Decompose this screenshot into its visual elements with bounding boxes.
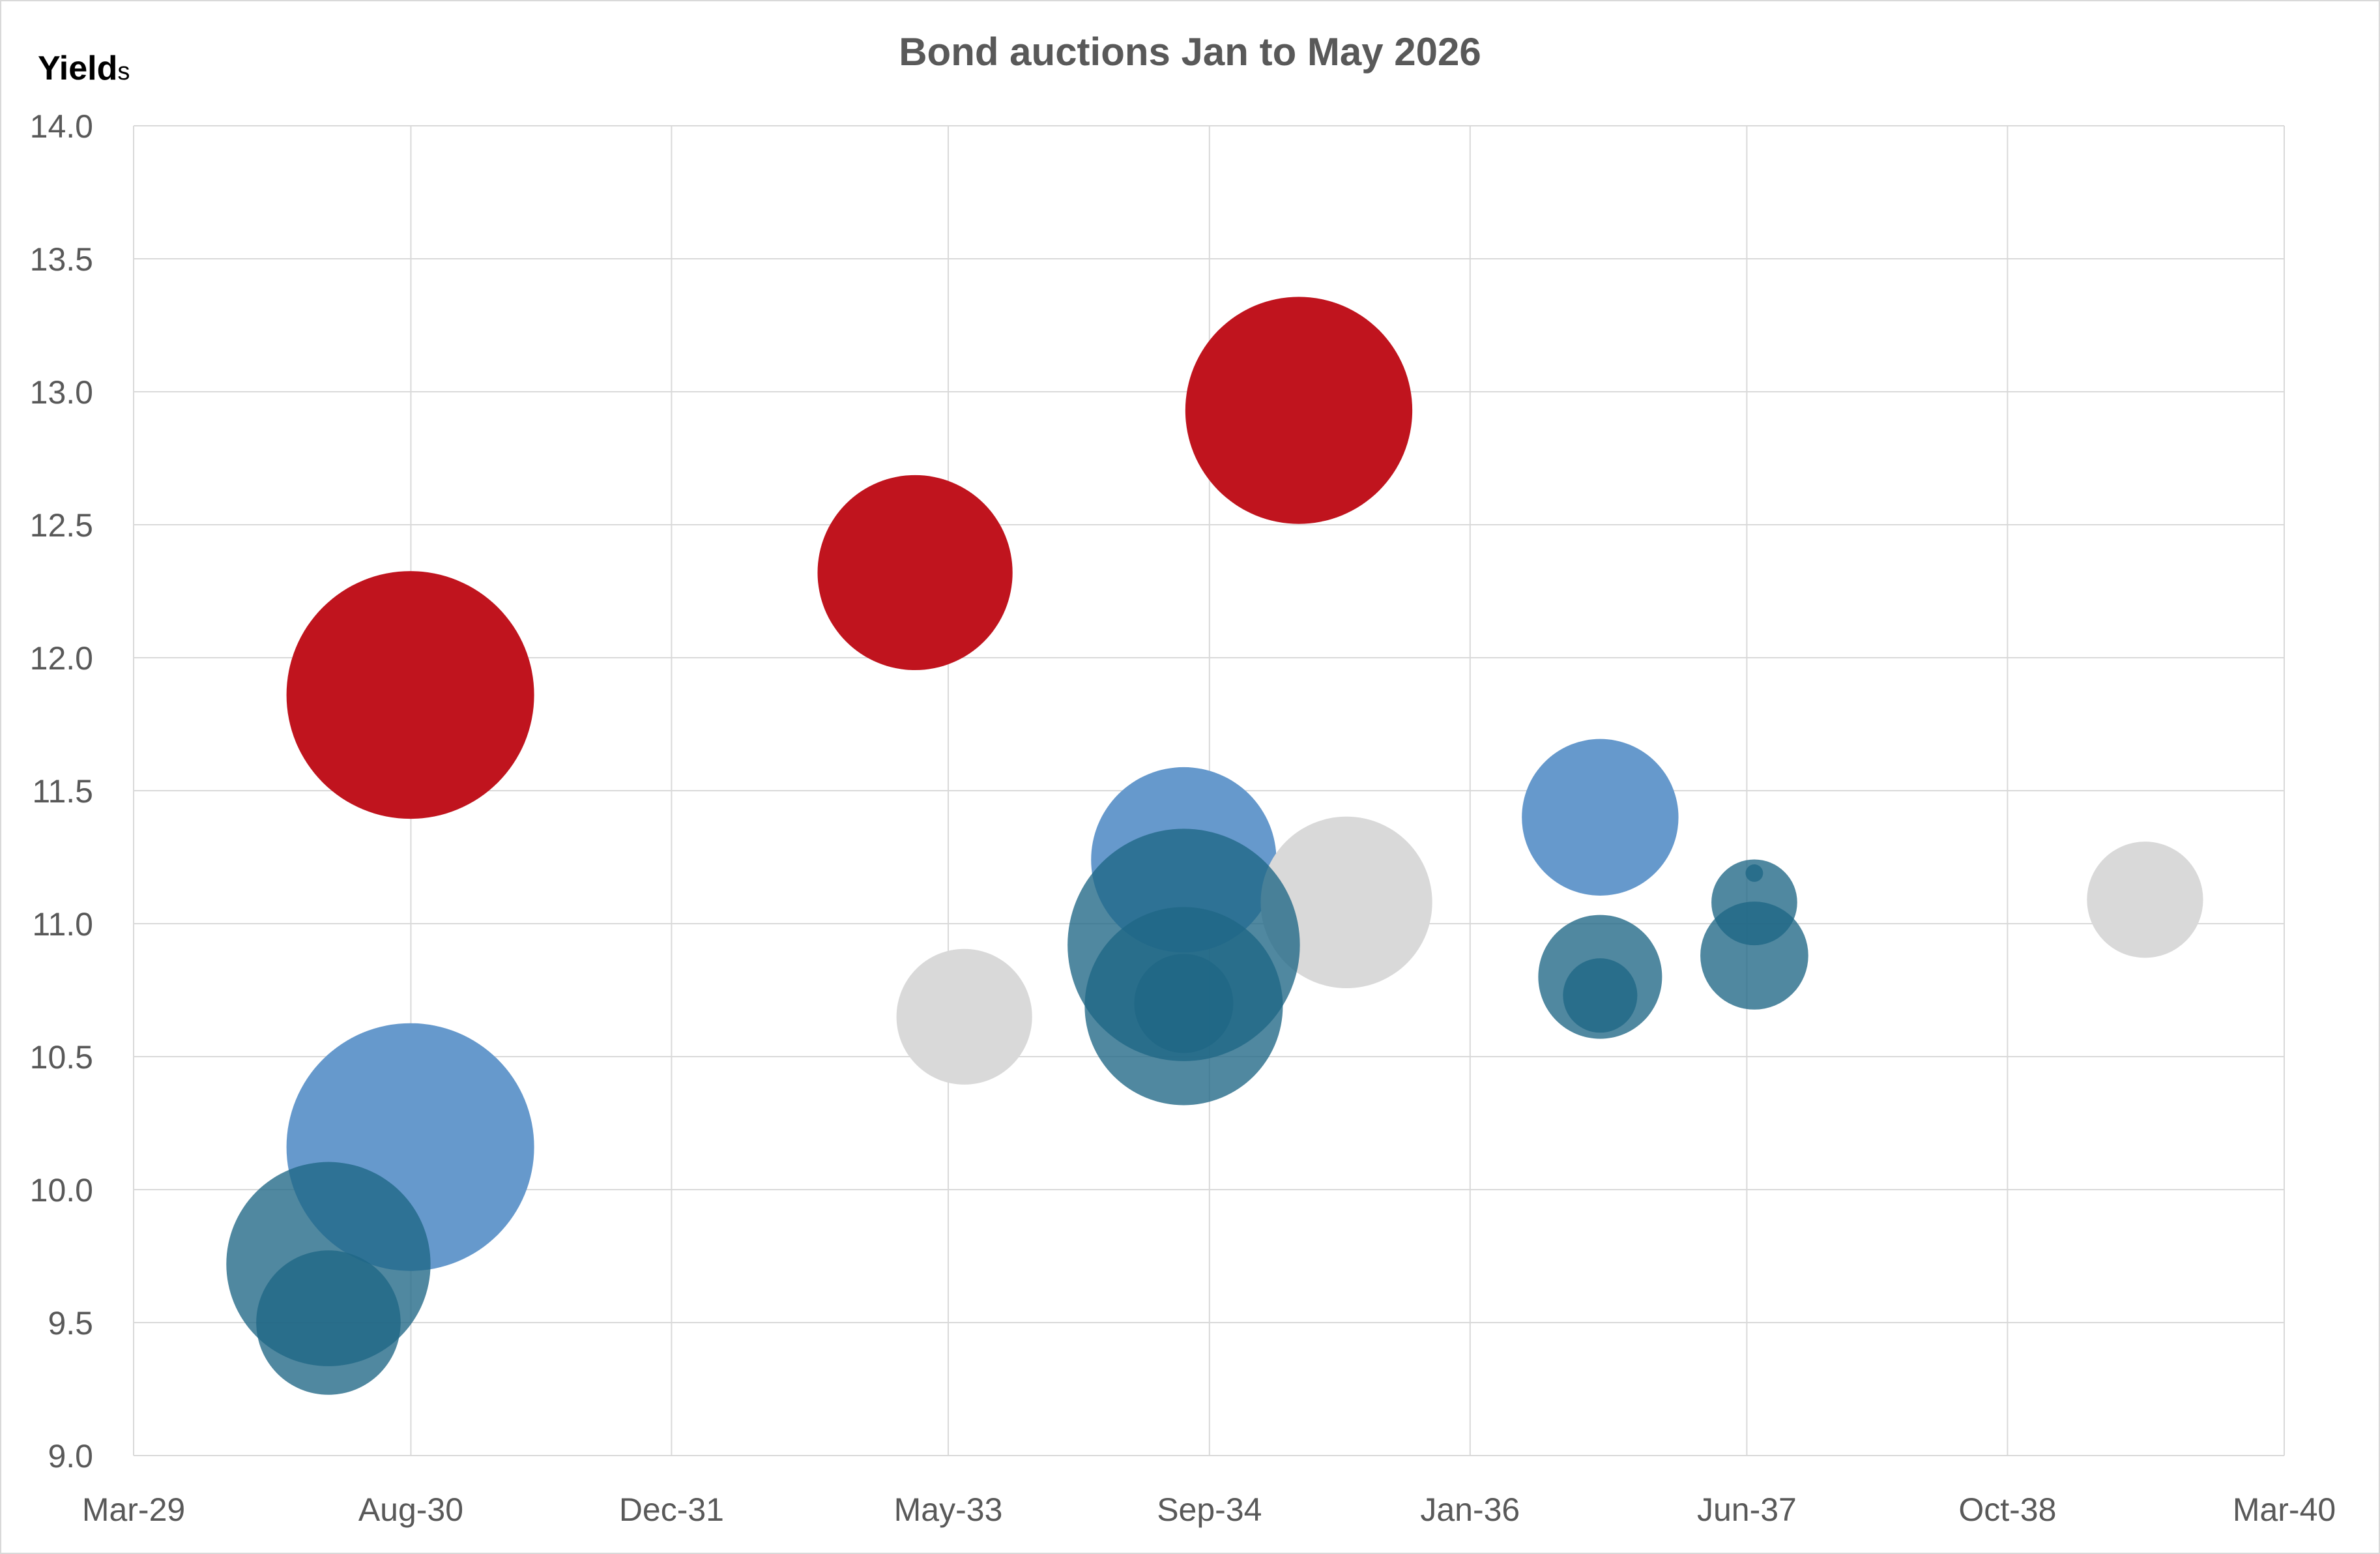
- bubble-point: [896, 948, 1032, 1085]
- x-tick-label: Sep-34: [1157, 1491, 1262, 1528]
- bubble-point: [1522, 739, 1679, 896]
- y-tick-label: 9.5: [48, 1305, 93, 1341]
- y-tick-label: 10.5: [30, 1039, 93, 1076]
- x-axis-ticks: Mar-29 Aug-30 Dec-31 May-33 Sep-34 Jan-36 Jun-…: [82, 1491, 2336, 1528]
- y-axis-label-main: Yield: [38, 50, 117, 87]
- bubble-point: [286, 571, 534, 819]
- y-tick-label: 11.0: [32, 906, 93, 943]
- y-tick-label: 11.5: [32, 773, 93, 810]
- bubble-point: [1134, 954, 1234, 1053]
- y-axis-label: Yields: [38, 50, 130, 87]
- y-tick-label: 9.0: [48, 1438, 93, 1474]
- x-tick-label: Aug-30: [358, 1491, 463, 1528]
- x-tick-label: Dec-31: [619, 1491, 724, 1528]
- bubble-point: [1745, 864, 1763, 882]
- bubble-point: [256, 1250, 401, 1395]
- x-tick-label: Mar-29: [82, 1491, 185, 1528]
- bubble-point: [817, 475, 1013, 671]
- bubble-point: [2087, 842, 2203, 958]
- gridlines: [133, 125, 2285, 1456]
- bubble-point: [1185, 297, 1413, 524]
- y-tick-label: 13.0: [30, 374, 93, 411]
- y-tick-label: 12.0: [30, 640, 93, 677]
- x-tick-label: Mar-40: [2233, 1491, 2336, 1528]
- bubble-point: [1700, 902, 1808, 1010]
- y-axis-ticks: 9.0 9.5 10.0 10.5 11.0 11.5 12.0 12.5 13.0 13.5 14…: [30, 108, 93, 1474]
- x-tick-label: Jan-36: [1420, 1491, 1520, 1528]
- y-axis-label-suffix: s: [117, 58, 130, 85]
- bubble-point: [1563, 958, 1638, 1033]
- x-tick-label: May-33: [894, 1491, 1003, 1528]
- x-tick-label: Oct-38: [1958, 1491, 2056, 1528]
- y-tick-label: 12.5: [30, 507, 93, 544]
- y-tick-label: 13.5: [30, 241, 93, 278]
- y-tick-label: 10.0: [30, 1172, 93, 1209]
- x-tick-label: Jun-37: [1697, 1491, 1797, 1528]
- bubbles: [226, 297, 2203, 1395]
- chart-title: Bond auctions Jan to May 2026: [899, 30, 1481, 74]
- y-tick-label: 14.0: [30, 108, 93, 145]
- bubble-point: [1260, 816, 1432, 988]
